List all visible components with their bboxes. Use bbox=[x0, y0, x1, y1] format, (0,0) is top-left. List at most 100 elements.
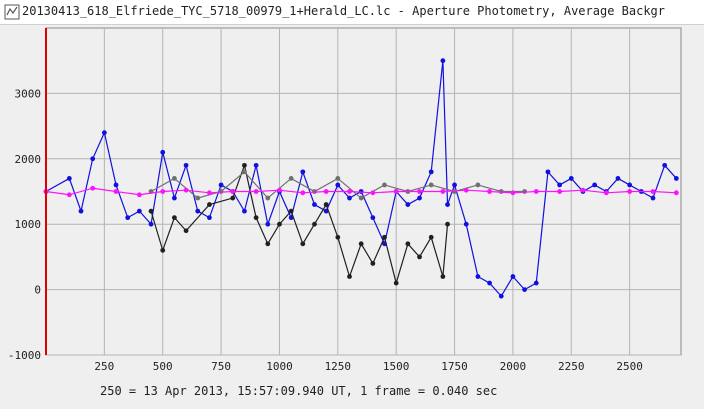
title-bar: 20130413_618_Elfriede_TYC_5718_00979_1+H… bbox=[0, 0, 704, 25]
data-point bbox=[510, 190, 516, 196]
data-point bbox=[533, 189, 539, 194]
data-point bbox=[393, 280, 399, 286]
data-point bbox=[172, 195, 177, 201]
lightcurve-chart[interactable]: -1000 0 1000 2000 3000 250 500 750 1000 1250 1500… bbox=[0, 24, 704, 409]
data-point bbox=[207, 202, 212, 207]
data-point bbox=[148, 221, 154, 227]
y-axis-ticks: -1000 0 1000 2000 3000 bbox=[8, 87, 41, 362]
data-point bbox=[66, 192, 72, 198]
data-point bbox=[417, 195, 422, 201]
data-point bbox=[452, 182, 457, 188]
data-point bbox=[101, 130, 107, 136]
series-group bbox=[43, 58, 679, 299]
data-point bbox=[627, 189, 633, 194]
data-point bbox=[136, 208, 142, 214]
data-point bbox=[498, 293, 504, 299]
data-point bbox=[358, 241, 364, 247]
data-point bbox=[405, 241, 411, 247]
data-point bbox=[90, 156, 96, 162]
data-point bbox=[90, 185, 96, 191]
data-point bbox=[183, 162, 189, 168]
x-axis-ticks: 250 500 750 1000 1250 1500 1750 2000 2250 2500 bbox=[94, 360, 642, 373]
data-point bbox=[358, 195, 364, 201]
data-point bbox=[113, 189, 119, 194]
x-tick-label: 1250 bbox=[325, 360, 352, 373]
data-point bbox=[148, 208, 154, 214]
data-point bbox=[673, 176, 679, 181]
data-point bbox=[78, 208, 84, 214]
data-point bbox=[347, 189, 352, 194]
data-point bbox=[172, 176, 177, 181]
data-point bbox=[463, 221, 469, 227]
data-point bbox=[615, 176, 621, 181]
data-point bbox=[463, 187, 469, 193]
data-point bbox=[417, 189, 422, 194]
data-point bbox=[183, 187, 189, 193]
data-point bbox=[522, 287, 527, 292]
data-point bbox=[510, 274, 516, 279]
data-point bbox=[533, 280, 539, 286]
y-tick-label: 2000 bbox=[15, 153, 42, 166]
data-point bbox=[160, 247, 166, 253]
data-point bbox=[207, 190, 212, 196]
data-point bbox=[370, 261, 376, 266]
data-point bbox=[288, 208, 294, 214]
data-point bbox=[323, 202, 329, 207]
data-point bbox=[323, 189, 329, 194]
x-tick-label: 2500 bbox=[616, 360, 643, 373]
data-point bbox=[265, 241, 271, 247]
data-point bbox=[183, 228, 189, 234]
y-tick-label: 1000 bbox=[15, 218, 42, 231]
data-point bbox=[242, 169, 247, 175]
data-point bbox=[428, 169, 434, 175]
data-point bbox=[417, 254, 422, 260]
data-point bbox=[568, 176, 574, 181]
data-point bbox=[335, 176, 341, 181]
data-point bbox=[312, 202, 317, 207]
x-tick-label: 1500 bbox=[383, 360, 410, 373]
data-point bbox=[405, 202, 411, 207]
data-point bbox=[557, 182, 563, 188]
y-tick-label: 0 bbox=[34, 284, 41, 297]
x-tick-label: 1000 bbox=[266, 360, 293, 373]
data-point bbox=[445, 202, 450, 207]
data-point bbox=[475, 182, 481, 188]
data-point bbox=[253, 215, 259, 221]
data-point bbox=[370, 190, 376, 196]
data-point bbox=[265, 195, 271, 201]
x-tick-label: 2000 bbox=[500, 360, 527, 373]
data-point bbox=[277, 187, 282, 193]
data-point bbox=[445, 221, 450, 227]
data-point bbox=[230, 195, 236, 201]
data-point bbox=[136, 192, 142, 198]
data-point bbox=[242, 162, 247, 168]
data-point bbox=[475, 274, 481, 279]
x-tick-label: 500 bbox=[153, 360, 173, 373]
data-point bbox=[335, 182, 341, 188]
data-point bbox=[300, 169, 306, 175]
x-tick-label: 750 bbox=[211, 360, 231, 373]
lightcurve-app-icon[interactable] bbox=[4, 4, 20, 20]
x-tick-label: 2250 bbox=[558, 360, 585, 373]
data-point bbox=[545, 169, 551, 175]
data-point bbox=[557, 189, 563, 194]
data-point bbox=[172, 215, 177, 221]
y-tick-label: 3000 bbox=[15, 87, 42, 100]
data-point bbox=[487, 280, 492, 286]
y-tick-label: -1000 bbox=[8, 349, 41, 362]
data-point bbox=[265, 221, 271, 227]
data-point bbox=[125, 215, 131, 221]
data-point bbox=[300, 190, 306, 196]
data-point bbox=[288, 176, 294, 181]
data-point bbox=[335, 234, 341, 240]
data-point bbox=[382, 182, 387, 188]
data-point bbox=[323, 208, 329, 214]
data-point bbox=[230, 189, 236, 194]
data-point bbox=[382, 234, 387, 240]
data-point bbox=[662, 162, 668, 168]
data-point bbox=[440, 58, 446, 64]
data-point bbox=[253, 189, 259, 194]
series-line-4 bbox=[45, 187, 677, 196]
data-point bbox=[347, 195, 352, 201]
data-point bbox=[300, 241, 306, 247]
